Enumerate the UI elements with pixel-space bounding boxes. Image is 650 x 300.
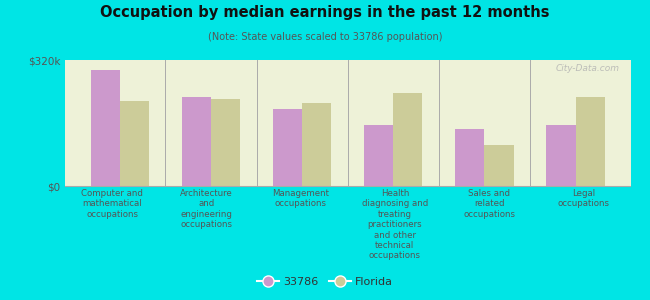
- Bar: [364, 125, 393, 186]
- Legend: 33786, Florida: 33786, Florida: [253, 273, 397, 291]
- Bar: [91, 70, 120, 186]
- Bar: [120, 101, 149, 186]
- Bar: [211, 99, 240, 186]
- Text: City-Data.com: City-Data.com: [555, 64, 619, 73]
- Text: (Note: State values scaled to 33786 population): (Note: State values scaled to 33786 popu…: [208, 32, 442, 41]
- Bar: [302, 103, 332, 186]
- Text: Legal
occupations: Legal occupations: [558, 189, 610, 208]
- Bar: [484, 145, 514, 186]
- Bar: [393, 94, 422, 186]
- Bar: [273, 109, 302, 186]
- Bar: [182, 98, 211, 186]
- Bar: [547, 125, 576, 186]
- Text: Architecture
and
engineering
occupations: Architecture and engineering occupations: [180, 189, 233, 229]
- Text: Health
diagnosing and
treating
practitioners
and other
technical
occupations: Health diagnosing and treating practitio…: [362, 189, 428, 260]
- Bar: [576, 98, 604, 186]
- Text: Occupation by median earnings in the past 12 months: Occupation by median earnings in the pas…: [100, 4, 550, 20]
- Text: Management
occupations: Management occupations: [272, 189, 329, 208]
- Text: Sales and
related
occupations: Sales and related occupations: [463, 189, 515, 219]
- Text: Computer and
mathematical
occupations: Computer and mathematical occupations: [81, 189, 143, 219]
- Bar: [455, 129, 484, 186]
